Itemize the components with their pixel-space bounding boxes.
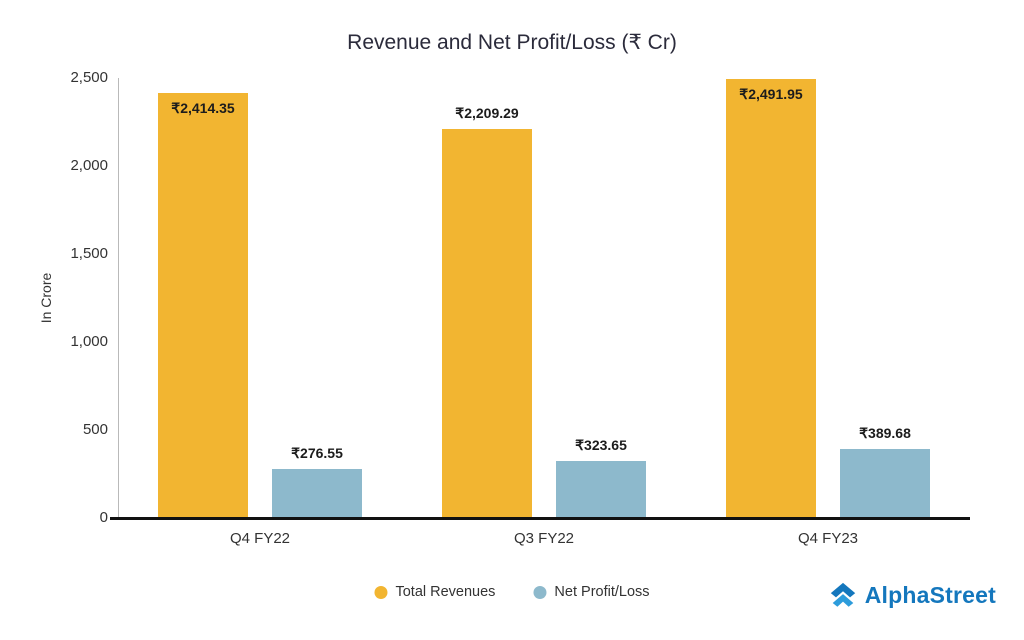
x-axis-line <box>110 517 970 520</box>
legend-label: Net Profit/Loss <box>554 584 650 600</box>
y-tick-label: 2,000 <box>70 157 108 174</box>
legend: Total Revenues Net Profit/Loss <box>374 584 650 600</box>
legend-dot <box>533 585 547 599</box>
bar-value-label: ₹2,209.29 <box>455 105 519 122</box>
alphastreet-logo-text: AlphaStreet <box>864 581 996 608</box>
bar-total-revenues <box>726 79 816 518</box>
y-tick-label: 0 <box>99 509 108 526</box>
legend-dot <box>374 585 388 599</box>
legend-item-net-profit-loss: Net Profit/Loss <box>533 584 650 600</box>
x-category-label: Q3 FY22 <box>513 530 575 547</box>
bar-value-label: ₹2,491.95 <box>739 86 803 103</box>
chart-title: Revenue and Net Profit/Loss (₹ Cr) <box>347 31 677 54</box>
bar-net-profit-loss <box>840 449 930 518</box>
bar-net-profit-loss <box>272 469 362 518</box>
legend-label: Total Revenues <box>395 584 496 600</box>
bar-value-label: ₹389.68 <box>859 425 911 442</box>
bar-total-revenues <box>442 129 532 518</box>
bar-value-label: ₹276.55 <box>291 445 343 462</box>
y-tick-label: 2,500 <box>70 69 108 86</box>
alphastreet-logo: AlphaStreet <box>828 580 996 610</box>
y-tick-label: 1,500 <box>70 245 108 262</box>
y-tick-label: 500 <box>82 421 108 438</box>
x-category-label: Q4 FY22 <box>229 530 291 547</box>
y-axis-line <box>118 78 119 518</box>
y-tick-label: 1,000 <box>70 333 108 350</box>
bar-value-label: ₹2,414.35 <box>171 100 235 117</box>
bar-net-profit-loss <box>556 461 646 518</box>
x-category-label: Q4 FY23 <box>797 530 859 547</box>
y-axis-label: In Crore <box>38 272 54 324</box>
bar-value-label: ₹323.65 <box>575 437 627 454</box>
plot-area: 0 500 1,000 1,500 2,000 2,500 ₹2,414.35 ₹2,209… <box>70 69 970 547</box>
legend-item-total-revenues: Total Revenues <box>374 584 495 600</box>
alphastreet-logo-icon <box>830 582 855 607</box>
bar-total-revenues <box>158 93 248 518</box>
